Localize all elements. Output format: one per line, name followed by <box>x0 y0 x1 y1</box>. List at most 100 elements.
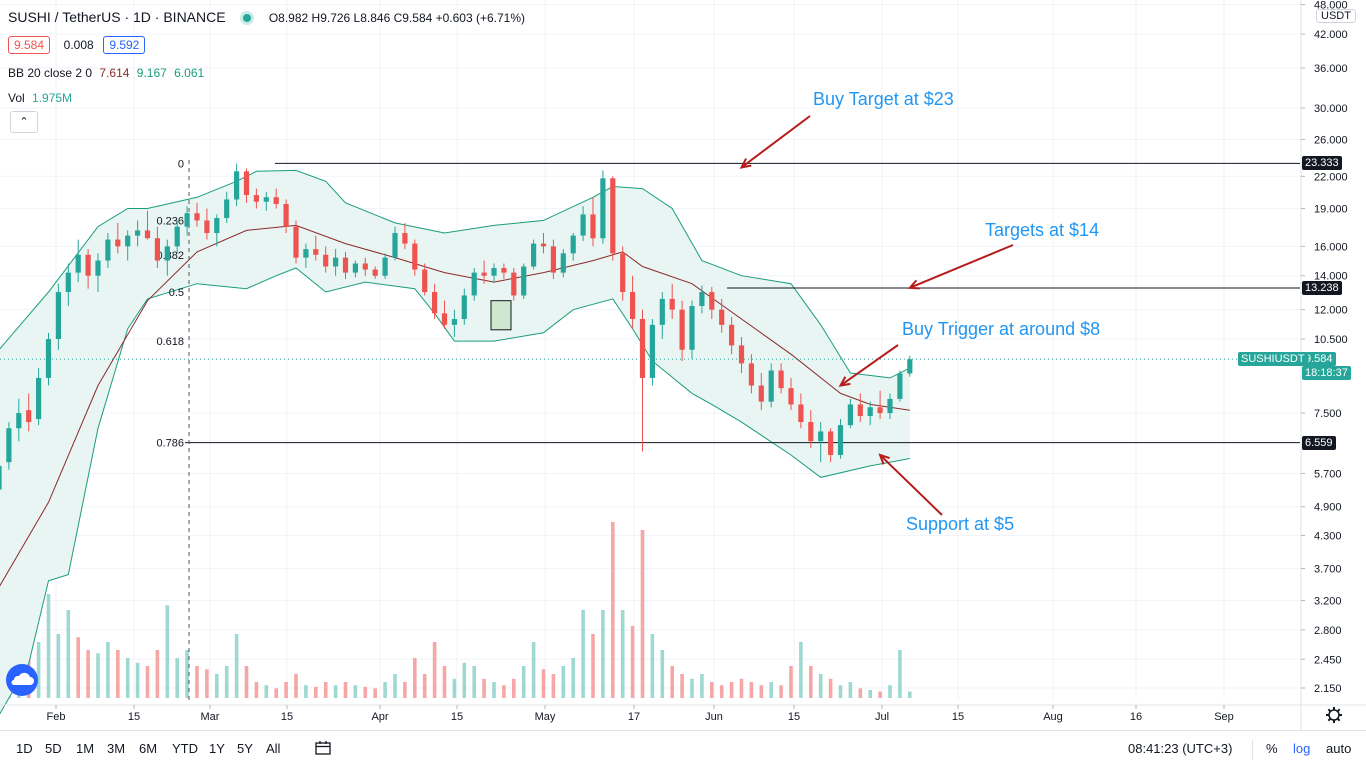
timeframe-button-1d[interactable]: 1D <box>16 741 33 756</box>
collapse-legend-button[interactable]: ⌃ <box>10 111 38 133</box>
price-chart[interactable]: 0 0.236 0.382 0.5 0.618 0.786 Buy Target at $… <box>0 0 1366 730</box>
symbol-title[interactable]: SUSHI / TetherUS · 1D · BINANCE <box>8 9 226 25</box>
price-tick-label: 4.900 <box>1314 502 1342 514</box>
candle-body <box>580 214 586 236</box>
volume-bar <box>729 682 734 698</box>
ask-price-button[interactable]: 9.592 <box>103 36 146 54</box>
volume-bar <box>601 610 605 698</box>
volume-bar <box>769 682 773 698</box>
candle-body <box>540 243 547 247</box>
bar-countdown: 18:18:37 <box>1302 366 1351 381</box>
volume-bar <box>858 688 863 698</box>
candle-body <box>679 309 685 350</box>
candle-body <box>788 388 794 405</box>
annotation-arrow <box>909 244 1014 289</box>
tradingview-cloud-icon[interactable] <box>6 664 38 696</box>
price-tick-label: 10.500 <box>1314 334 1348 346</box>
fib-level-label: 0.236 <box>156 215 184 227</box>
volume-bar <box>353 685 358 698</box>
time-axis[interactable]: Feb 15 Mar 15 Apr 15 May 17 Jun 15 Jul 15 Aug 16 Sep <box>0 704 1366 723</box>
candle-body <box>115 239 121 247</box>
auto-scale-button[interactable]: auto <box>1326 741 1352 756</box>
timeframe-button-all[interactable]: All <box>266 741 281 756</box>
price-tick-label: 16.000 <box>1314 241 1348 253</box>
bid-price-button[interactable]: 9.584 <box>8 36 51 54</box>
candle-body <box>0 465 2 490</box>
timeframe-button-3m[interactable]: 3M <box>107 741 126 756</box>
candle-body <box>402 233 408 244</box>
candle-body <box>570 235 576 254</box>
candle-body <box>590 214 596 239</box>
grid-lines <box>0 0 1300 700</box>
divider <box>1252 740 1253 760</box>
candle-body <box>412 243 418 270</box>
price-flag: 9.584 <box>1302 352 1336 367</box>
timeframe-button-5d[interactable]: 5D <box>45 741 62 756</box>
candle-body <box>798 404 804 423</box>
candle-body <box>630 292 636 320</box>
volume-bar <box>46 594 51 698</box>
volume-bar <box>155 650 160 698</box>
candle-body <box>214 218 220 234</box>
currency-badge[interactable]: USDT <box>1316 9 1356 23</box>
time-tick-label: 15 <box>952 711 964 723</box>
volume-bar <box>660 650 665 698</box>
candle-body <box>729 324 735 346</box>
candle-body <box>531 243 537 267</box>
percent-scale-button[interactable]: % <box>1266 741 1278 756</box>
bb-upper-line <box>0 169 911 379</box>
volume-bar <box>175 658 179 698</box>
candle-body <box>125 235 131 247</box>
volume-bar <box>719 685 724 698</box>
candle-body <box>471 272 477 296</box>
time-tick-label: Mar <box>201 711 220 723</box>
volume-bar <box>739 678 744 698</box>
volume-bar <box>373 688 377 698</box>
volume-indicator-legend[interactable]: Vol 1.975M <box>8 91 76 105</box>
timeframe-button-6m[interactable]: 6M <box>139 741 158 756</box>
volume-bar <box>878 691 882 698</box>
candle-body <box>461 295 467 320</box>
candle-body <box>293 226 299 258</box>
candle-body <box>738 345 745 364</box>
candle-body <box>204 220 210 234</box>
candle-body <box>768 370 774 402</box>
volume-bar <box>264 685 269 698</box>
bb-upper-value: 9.167 <box>136 66 167 80</box>
price-tick-label: 42.000 <box>1314 29 1348 41</box>
candle-body <box>144 230 151 239</box>
candle-body <box>303 249 309 258</box>
annotation-label: Support at $5 <box>906 514 1014 534</box>
bid-ask-row: 9.584 0.008 9.592 <box>8 36 149 54</box>
gear-icon[interactable] <box>1326 707 1342 723</box>
candle-body <box>342 257 349 273</box>
timeframe-button-1m[interactable]: 1M <box>76 741 95 756</box>
fib-level-label: 0 <box>178 158 184 170</box>
volume-bar <box>759 685 764 698</box>
annotations: Buy Target at $23 Targets at $14 Buy Trigg… <box>739 89 1100 534</box>
timeframe-button-ytd[interactable]: YTD <box>172 741 198 756</box>
volume-bar <box>581 610 585 698</box>
ohlc-values: O8.982 H9.726 L8.846 C9.584 +0.603 (+6.7… <box>268 11 526 25</box>
volume-bar <box>541 669 546 698</box>
time-tick-label: 15 <box>281 711 293 723</box>
candle-body <box>164 246 170 261</box>
log-scale-button[interactable]: log <box>1293 741 1311 756</box>
candle-body <box>323 254 329 267</box>
candle-body <box>45 339 52 378</box>
price-axis[interactable]: 48.000 42.000 36.000 30.000 26.000 22.000 19.0… <box>1300 0 1348 730</box>
price-tick-label: 7.500 <box>1314 408 1342 420</box>
candle-body <box>649 324 655 378</box>
annotation-label: Buy Target at $23 <box>813 89 954 109</box>
volume-bar <box>521 666 526 698</box>
candle-body <box>6 428 12 463</box>
timeframe-button-5y[interactable]: 5Y <box>237 741 253 756</box>
annotation-arrow <box>839 344 899 387</box>
clock-display[interactable]: 08:41:23 (UTC+3) <box>1128 741 1233 756</box>
timeframe-button-1y[interactable]: 1Y <box>209 741 225 756</box>
bb-indicator-legend[interactable]: BB 20 close 2 0 7.614 9.167 6.061 <box>8 66 208 80</box>
volume-bar <box>561 666 566 698</box>
calendar-range-icon[interactable] <box>314 739 332 760</box>
volume-bar <box>462 662 467 698</box>
price-tick-label: 2.150 <box>1314 683 1342 695</box>
